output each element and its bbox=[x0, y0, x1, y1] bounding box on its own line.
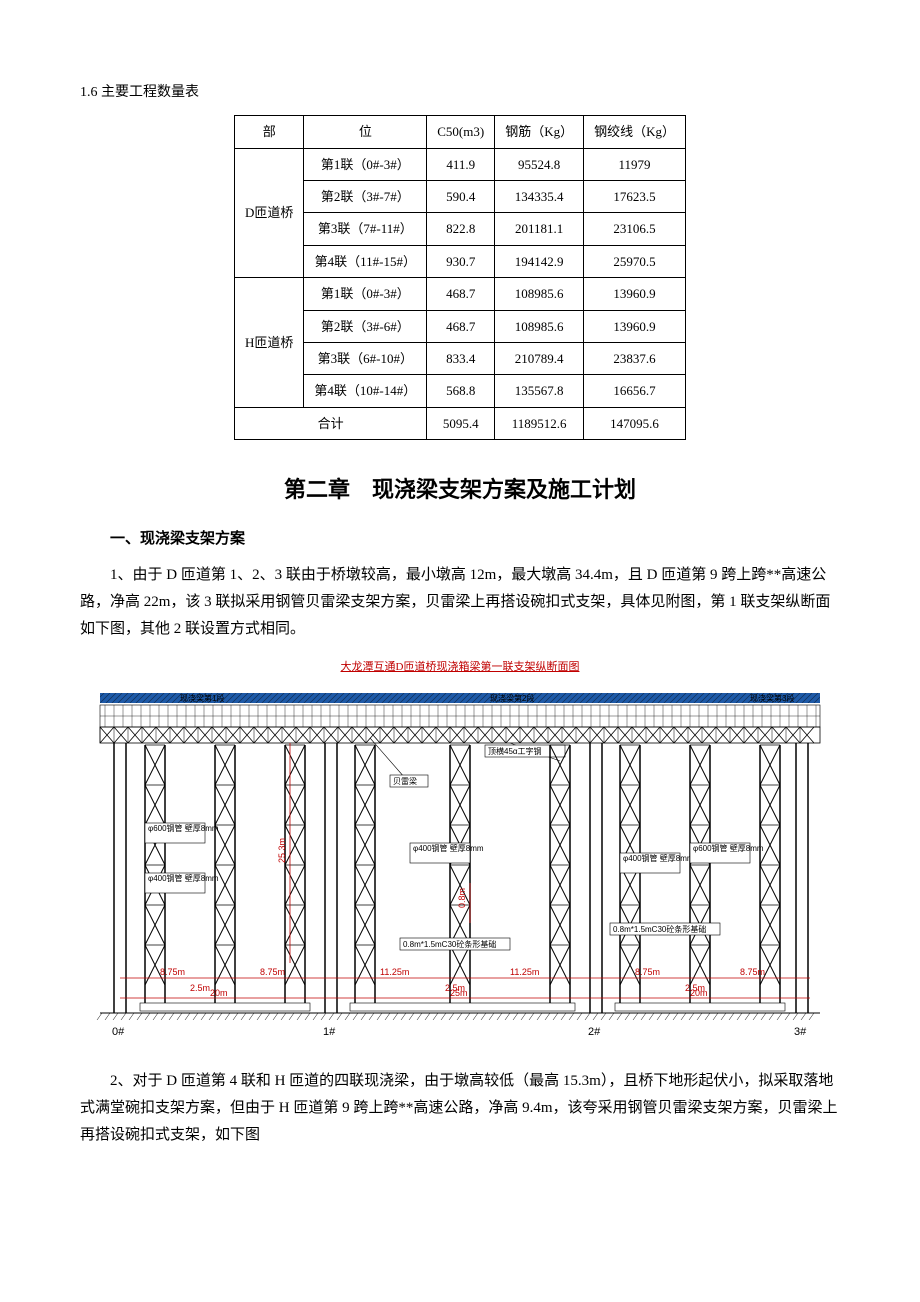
pier-0 bbox=[114, 743, 126, 1013]
cell: 822.8 bbox=[427, 213, 495, 245]
cell: 134335.4 bbox=[495, 180, 584, 212]
ibeam-label: 顶横45α工字钢 bbox=[488, 746, 542, 756]
cell: 16656.7 bbox=[584, 375, 686, 407]
anno-phi600-1: φ600钢管 壁厚8mm bbox=[148, 823, 219, 833]
bailey-label: 贝雷梁 bbox=[393, 777, 417, 786]
seg2-label: 现浇梁第2段 bbox=[490, 693, 534, 703]
cell: 930.7 bbox=[427, 245, 495, 277]
cell: 第3联（6#-10#） bbox=[304, 342, 427, 374]
col-strand: 钢绞线（Kg） bbox=[584, 116, 686, 148]
scaffold-grid bbox=[100, 705, 820, 727]
anno-phi400-1: φ400钢管 壁厚8mm bbox=[148, 873, 219, 883]
cell: 第2联（3#-6#） bbox=[304, 310, 427, 342]
col-rebar: 钢筋（Kg） bbox=[495, 116, 584, 148]
dim-h1: 25.3m bbox=[277, 838, 287, 863]
table-header-row: 部 位 C50(m3) 钢筋（Kg） 钢绞线（Kg） bbox=[235, 116, 686, 148]
pier-label-3: 3# bbox=[794, 1026, 807, 1038]
group-d: D匝道桥 bbox=[235, 148, 304, 278]
cell: 411.9 bbox=[427, 148, 495, 180]
total-label: 合计 bbox=[235, 407, 427, 439]
dim-row-span: 20m 25m 20m bbox=[120, 988, 810, 998]
cell: 17623.5 bbox=[584, 180, 686, 212]
cell: 108985.6 bbox=[495, 310, 584, 342]
pier-1 bbox=[325, 743, 337, 1013]
pier-2 bbox=[590, 743, 602, 1013]
quantity-table: 部 位 C50(m3) 钢筋（Kg） 钢绞线（Kg） D匝道桥 第1联（0#-3… bbox=[234, 115, 686, 440]
total-rebar: 1189512.6 bbox=[495, 407, 584, 439]
para-2: 2、对于 D 匝道第 4 联和 H 匝道的四联现浇梁，由于墩高较低（最高 15.… bbox=[80, 1068, 840, 1149]
section-diagram: 现浇梁第1段 现浇梁第2段 现浇梁第3段 顶横45α工字钢 贝雷梁 bbox=[90, 683, 830, 1043]
cell: 第4联（11#-15#） bbox=[304, 245, 427, 277]
cell: 23837.6 bbox=[584, 342, 686, 374]
anno-foundation-1: 0.8m*1.5mC30砼条形基础 bbox=[403, 939, 496, 949]
svg-text:8.75m: 8.75m bbox=[740, 967, 765, 977]
cell: 194142.9 bbox=[495, 245, 584, 277]
cell: 568.8 bbox=[427, 375, 495, 407]
pier-label-0: 0# bbox=[112, 1026, 125, 1038]
col-bu: 部 bbox=[235, 116, 304, 148]
chapter-2-title: 第二章 现浇梁支架方案及施工计划 bbox=[80, 470, 840, 510]
col-wei: 位 bbox=[304, 116, 427, 148]
cell: 13960.9 bbox=[584, 310, 686, 342]
svg-text:8.75m: 8.75m bbox=[160, 967, 185, 977]
col-c50: C50(m3) bbox=[427, 116, 495, 148]
cell: 201181.1 bbox=[495, 213, 584, 245]
cell: 13960.9 bbox=[584, 278, 686, 310]
anno-phi400-3: φ400钢管 壁厚8mm bbox=[623, 853, 694, 863]
bailey-truss bbox=[100, 727, 814, 743]
total-c50: 5095.4 bbox=[427, 407, 495, 439]
svg-text:20m: 20m bbox=[210, 988, 228, 998]
seg3-label: 现浇梁第3段 bbox=[750, 693, 794, 703]
diagram-caption: 大龙潭互通D匝道桥现浇箱梁第一联支架纵断面图 bbox=[80, 658, 840, 678]
cell: 23106.5 bbox=[584, 213, 686, 245]
cell: 468.7 bbox=[427, 310, 495, 342]
group-h: H匝道桥 bbox=[235, 278, 304, 408]
para-1: 1、由于 D 匝道第 1、2、3 联由于桥墩较高，最小墩高 12m，最大墩高 3… bbox=[80, 562, 840, 643]
cell: 第3联（7#-11#） bbox=[304, 213, 427, 245]
dim-row-gap: 2.5m 2.5m 2.5m bbox=[190, 983, 705, 993]
total-strand: 147095.6 bbox=[584, 407, 686, 439]
cell: 第1联（0#-3#） bbox=[304, 278, 427, 310]
cell: 25970.5 bbox=[584, 245, 686, 277]
cell: 108985.6 bbox=[495, 278, 584, 310]
dim-h2: 0.8m bbox=[457, 888, 467, 908]
anno-phi400-2: φ400钢管 壁厚8mm bbox=[413, 843, 484, 853]
svg-text:8.75m: 8.75m bbox=[635, 967, 660, 977]
anno-phi600-2: φ600钢管 壁厚8mm bbox=[693, 843, 764, 853]
cell: 210789.4 bbox=[495, 342, 584, 374]
section-1-6-heading: 1.6 主要工程数量表 bbox=[80, 80, 840, 105]
cell: 590.4 bbox=[427, 180, 495, 212]
pier-label-1: 1# bbox=[323, 1026, 336, 1038]
table-total-row: 合计 5095.4 1189512.6 147095.6 bbox=[235, 407, 686, 439]
table-row: H匝道桥 第1联（0#-3#） 468.7 108985.6 13960.9 bbox=[235, 278, 686, 310]
svg-text:25m: 25m bbox=[450, 988, 468, 998]
svg-text:8.75m: 8.75m bbox=[260, 967, 285, 977]
seg1-label: 现浇梁第1段 bbox=[180, 693, 224, 703]
svg-text:20m: 20m bbox=[690, 988, 708, 998]
cell: 833.4 bbox=[427, 342, 495, 374]
anno-foundation-2: 0.8m*1.5mC30砼条形基础 bbox=[613, 924, 706, 934]
cell: 第2联（3#-7#） bbox=[304, 180, 427, 212]
svg-text:11.25m: 11.25m bbox=[510, 967, 539, 977]
pier-label-2: 2# bbox=[588, 1026, 601, 1038]
cell: 468.7 bbox=[427, 278, 495, 310]
diagram-container: 大龙潭互通D匝道桥现浇箱梁第一联支架纵断面图 现浇梁第1段 现浇梁第2段 现浇梁… bbox=[80, 658, 840, 1053]
svg-text:2.5m: 2.5m bbox=[190, 983, 210, 993]
table-row: D匝道桥 第1联（0#-3#） 411.9 95524.8 11979 bbox=[235, 148, 686, 180]
sub-heading-1: 一、现浇梁支架方案 bbox=[80, 525, 840, 552]
svg-text:11.25m: 11.25m bbox=[380, 967, 409, 977]
cell: 第1联（0#-3#） bbox=[304, 148, 427, 180]
pier-3 bbox=[796, 743, 808, 1013]
cell: 11979 bbox=[584, 148, 686, 180]
cell: 第4联（10#-14#） bbox=[304, 375, 427, 407]
cell: 95524.8 bbox=[495, 148, 584, 180]
cell: 135567.8 bbox=[495, 375, 584, 407]
